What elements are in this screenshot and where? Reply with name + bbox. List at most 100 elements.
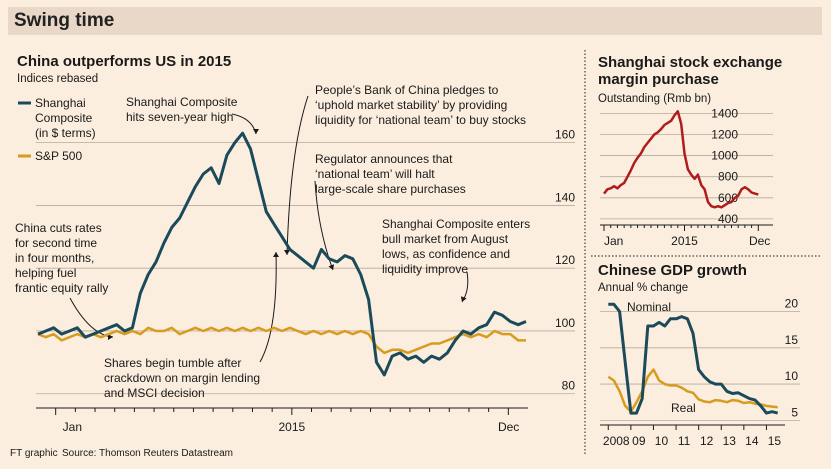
main-y-tick-label: 80	[562, 379, 576, 393]
annotation-text: in four months,	[15, 251, 94, 265]
margin-y-tick-label: 800	[718, 170, 738, 184]
annotation-arrowhead	[108, 334, 113, 340]
gdp-x-axis: 2008 09 10 11 12 13 14 15	[600, 424, 785, 448]
annotation-text: Shanghai Composite enters	[382, 217, 530, 231]
margin-x-tick-label: Jan	[604, 234, 623, 248]
margin-x-tick-label: 2015	[671, 234, 698, 248]
main-series	[37, 131, 527, 377]
main-gridlines	[36, 142, 575, 395]
legend-label-shanghai: Composite	[35, 111, 93, 125]
gdp-chart-subtitle: Annual % change	[598, 282, 688, 294]
annotation-text: helping fuel	[15, 266, 76, 280]
main-x-tick-label: Jan	[63, 420, 82, 434]
annotation-arrowhead	[284, 250, 290, 255]
annotation-leader	[231, 113, 257, 135]
main-chart-subtitle: Indices rebased	[17, 73, 98, 85]
margin-y-tick-label: 1200	[711, 127, 738, 141]
annotation-text: for second time	[15, 236, 97, 250]
series-line-margin	[603, 110, 759, 209]
margin-y-tick-label: 400	[718, 212, 738, 226]
gdp-y-tick-label: 5	[791, 405, 798, 419]
footer-credit: FT graphic	[10, 448, 58, 459]
gdp-y-tick-label: 15	[785, 333, 799, 347]
gdp-chart: Chinese GDP growth Annual % change 5 10 15…	[598, 262, 800, 448]
gdp-x-tick-label: 10	[655, 434, 669, 448]
margin-y-tick-label: 1000	[711, 149, 738, 163]
main-x-tick-label: 2015	[278, 420, 305, 434]
annotation-text: Regulator announces that	[315, 152, 453, 166]
annotation-leader-lines	[69, 95, 469, 363]
annotation-text: large-scale share purchases	[315, 182, 466, 196]
gdp-series	[607, 302, 779, 415]
annotation-text: and MSCI decision	[104, 386, 205, 400]
footer-source: Source: Thomson Reuters Datastream	[62, 448, 233, 459]
annotation-leader	[286, 95, 309, 256]
margin-x-tick-label: Dec	[749, 234, 770, 248]
main-y-tick-label: 140	[555, 190, 575, 204]
gdp-x-tick-label: 2008	[603, 434, 630, 448]
annotation-text: lows, as confidence and	[382, 247, 510, 261]
annotation-arrowhead	[273, 252, 279, 257]
margin-x-axis: Jan 2015 Dec	[600, 224, 773, 248]
annotation-text: People’s Bank of China pledges to	[315, 83, 499, 97]
gdp-y-tick-label: 20	[785, 297, 799, 311]
margin-series	[603, 110, 759, 209]
margin-y-tick-label: 1400	[711, 106, 738, 120]
main-x-tick-label: Dec	[498, 420, 519, 434]
legend-label-shanghai: Shanghai	[35, 96, 86, 110]
series-line-nominal	[608, 302, 779, 415]
main-y-tick-label: 100	[555, 316, 575, 330]
annotation-text: China cuts rates	[15, 221, 102, 235]
annotation-leader	[259, 251, 277, 363]
series-line-real	[607, 368, 778, 413]
annotation-text: ‘uphold market stability’ by providing	[315, 98, 507, 112]
gdp-y-tick-label: 10	[785, 369, 799, 383]
annotation-text: liquidity for ‘national team’ to buy sto…	[315, 113, 526, 127]
gdp-x-tick-label: 13	[723, 434, 737, 448]
main-x-axis: Jan 2015 Dec	[36, 407, 528, 434]
gdp-label-real: Real	[671, 401, 696, 415]
annotation-arrowhead	[460, 296, 467, 302]
banner-title: Swing time	[14, 10, 115, 31]
margin-chart-title: margin purchase	[598, 71, 719, 88]
annotation-text: Shanghai Composite	[126, 95, 238, 109]
main-chart: China outperforms US in 2015 Indices reb…	[15, 53, 575, 434]
margin-gridlines	[600, 112, 773, 220]
main-y-tick-labels: 80 100 120 140 160	[555, 128, 575, 393]
legend-label-shanghai: (in $ terms)	[35, 126, 96, 140]
annotation-arrowhead	[253, 129, 259, 134]
gdp-y-tick-labels: 5 10 15 20	[785, 297, 799, 420]
banner: Swing time	[8, 7, 822, 35]
annotation-leader	[314, 180, 334, 271]
annotation-text: crackdown on margin lending	[104, 371, 260, 385]
series-line-shanghai	[37, 131, 527, 377]
legend-label-sp500: S&P 500	[35, 149, 82, 163]
series-line-sp500	[37, 326, 526, 355]
margin-chart-title: Shanghai stock exchange	[598, 54, 782, 71]
gdp-gridlines	[600, 311, 800, 421]
gdp-x-tick-label: 09	[632, 434, 646, 448]
gdp-chart-title: Chinese GDP growth	[598, 262, 747, 279]
gdp-x-tick-label: 15	[768, 434, 782, 448]
main-y-tick-label: 120	[555, 253, 575, 267]
annotation-text: hits seven-year high	[126, 110, 233, 124]
gdp-series-labels: Nominal Real	[627, 300, 696, 415]
annotation-text: liquidity improve	[382, 262, 468, 276]
annotation-text: bull market from August	[382, 232, 509, 246]
gdp-x-tick-label: 14	[745, 434, 759, 448]
annotation-text: ‘national team’ will halt	[315, 167, 435, 181]
annotation-text: frantic equity rally	[15, 281, 108, 295]
margin-chart-subtitle: Outstanding (Rmb bn)	[598, 93, 711, 105]
main-y-tick-label: 160	[555, 128, 575, 142]
gdp-label-nominal: Nominal	[627, 300, 671, 314]
gdp-x-tick-label: 11	[678, 434, 691, 448]
annotation-arrowhead	[328, 264, 335, 270]
gdp-x-tick-label: 12	[700, 434, 714, 448]
main-chart-title: China outperforms US in 2015	[17, 53, 231, 70]
annotation-text: Shares begin tumble after	[104, 356, 241, 370]
